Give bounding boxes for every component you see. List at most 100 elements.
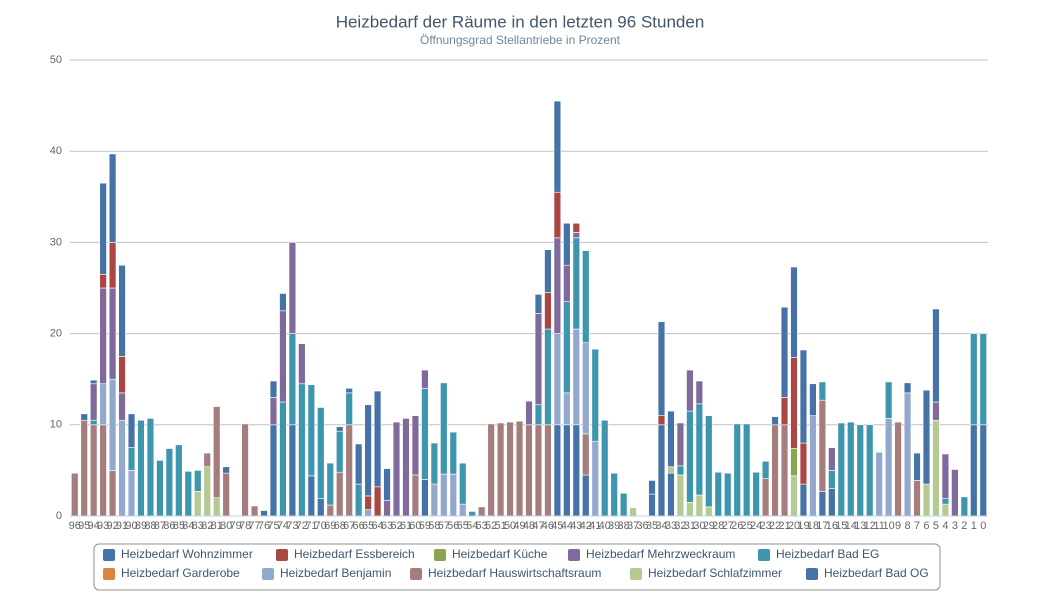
x-tick-label: 85 (173, 520, 185, 532)
bar-segment (572, 237, 581, 330)
bar-segment (818, 381, 827, 401)
legend-swatch[interactable] (103, 568, 115, 580)
bar-segment (108, 242, 117, 289)
bar-segment (89, 424, 98, 517)
bar-segment (203, 452, 211, 468)
legend-label[interactable]: Heizbedarf Wohnzimmer (121, 547, 253, 561)
legend-swatch[interactable] (568, 549, 580, 561)
x-tick-label: 36 (636, 520, 648, 532)
legend-label[interactable]: Heizbedarf Essbereich (294, 547, 415, 561)
bar-segment (572, 424, 581, 517)
bar-segment (544, 292, 552, 330)
bar-segment (440, 382, 448, 475)
bar-segment (203, 466, 211, 517)
legend-label[interactable]: Heizbedarf Benjamin (280, 566, 391, 580)
bar-segment (269, 424, 278, 517)
y-tick-label: 40 (50, 145, 62, 157)
legend-swatch[interactable] (758, 549, 770, 561)
bar-segment (695, 380, 704, 405)
x-tick-label: 42 (580, 520, 592, 532)
bar-segment (118, 356, 126, 394)
bar-segment (127, 470, 136, 517)
bar-segment (544, 249, 552, 293)
bar-segment (667, 410, 675, 468)
bar-segment (752, 471, 760, 517)
bar-segment (222, 472, 230, 517)
bar-segment (449, 431, 457, 475)
bar-segment (780, 424, 789, 517)
bar-segment (71, 472, 79, 517)
bar-segment (194, 470, 202, 492)
x-tick-label: 23 (759, 520, 771, 532)
bar-segment (354, 483, 363, 517)
legend-swatch[interactable] (276, 549, 288, 561)
legend-label[interactable]: Heizbedarf Hauswirtschaftsraum (428, 566, 601, 580)
bar-segment (780, 306, 789, 398)
x-tick-label: 74 (277, 520, 289, 532)
legend-label[interactable]: Heizbedarf Bad EG (776, 547, 879, 561)
legend-swatch[interactable] (630, 568, 642, 580)
bar-segment (212, 406, 221, 499)
legend-swatch[interactable] (103, 549, 115, 561)
x-tick-label: 60 (409, 520, 421, 532)
bar-segment (799, 483, 808, 517)
bar-segment (336, 430, 344, 473)
legend-swatch[interactable] (410, 568, 422, 580)
bar-segment (866, 424, 874, 517)
x-tick-label: 82 (201, 520, 213, 532)
x-tick-label: 17 (816, 520, 828, 532)
x-tick-label: 3 (952, 520, 958, 532)
legend-label[interactable]: Heizbedarf Bad OG (824, 566, 929, 580)
bar-segment (913, 480, 921, 517)
x-tick-label: 11 (873, 520, 884, 532)
bar-segment (790, 266, 798, 358)
bar-segment (648, 493, 656, 517)
bar-segment (563, 392, 571, 426)
bar-segment (241, 423, 249, 517)
bar-segment (676, 465, 685, 476)
x-tick-label: 58 (428, 520, 440, 532)
bar-segment (288, 424, 297, 517)
x-tick-label: 9 (895, 520, 901, 532)
legend-swatch[interactable] (434, 549, 446, 561)
legend-swatch[interactable] (806, 568, 818, 580)
y-tick-label: 20 (50, 328, 62, 340)
y-tick-label: 0 (56, 510, 62, 522)
legend-label[interactable]: Heizbedarf Mehrzweckraum (586, 547, 735, 561)
bar-segment (572, 232, 581, 239)
bar-segment (99, 287, 107, 385)
legend-label[interactable]: Heizbedarf Garderobe (121, 566, 240, 580)
bar-segment (279, 310, 287, 403)
bar-segment (525, 400, 533, 426)
bar-segment (345, 392, 353, 426)
x-tick-label: 1 (971, 520, 977, 532)
x-tick-label: 39 (608, 520, 620, 532)
bar-segment (619, 492, 628, 517)
legend-label[interactable]: Heizbedarf Schlafzimmer (648, 566, 782, 580)
bar-segment (260, 510, 268, 517)
x-tick-label: 20 (788, 520, 800, 532)
bar-segment (269, 380, 278, 398)
legend-swatch[interactable] (262, 568, 274, 580)
bar-segment (922, 483, 931, 517)
bar-segment (326, 462, 334, 506)
bar-segment (354, 443, 363, 485)
bar-segment (317, 498, 325, 517)
x-tick-label: 68 (334, 520, 346, 532)
y-tick-label: 10 (50, 419, 62, 431)
bar-segment (724, 472, 732, 517)
bar-segment (932, 419, 940, 517)
x-tick-label: 19 (797, 520, 809, 532)
bar-segment (118, 392, 126, 421)
y-tick-label: 30 (50, 236, 62, 248)
x-tick-label: 95 (78, 520, 90, 532)
bar-segment (941, 503, 950, 517)
legend-label[interactable]: Heizbedarf Küche (452, 547, 548, 561)
bar-segment (364, 404, 372, 497)
bar-segment (648, 480, 656, 495)
bar-segment (250, 505, 259, 517)
bar-segment (705, 506, 713, 517)
x-tick-label: 81 (211, 520, 223, 532)
bar-segment (108, 470, 117, 517)
bar-segment (459, 462, 467, 505)
